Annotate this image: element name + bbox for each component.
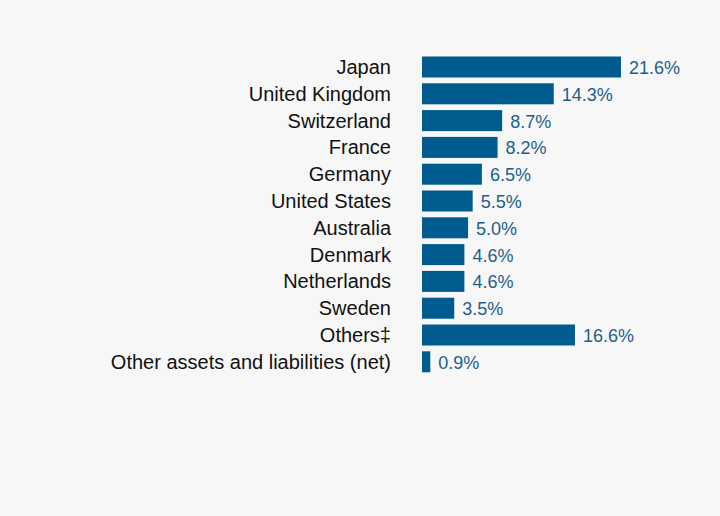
bars [422,57,621,373]
bar [422,164,482,185]
bar [422,244,464,265]
data-label: 8.2% [506,138,547,158]
data-label: 8.7% [510,112,551,132]
bar [422,137,498,158]
labels: Japan 21.6% United Kingdom 14.3% Switzerland… [111,56,680,373]
bar [422,271,464,292]
category-label: Australia [313,217,392,239]
bar [422,325,575,346]
bar [422,217,468,238]
bar [422,351,430,372]
category-label: Netherlands [283,270,391,292]
bar [422,57,621,78]
data-label: 6.5% [490,165,531,185]
data-label: 0.9% [438,353,479,373]
chart-svg: Japan 21.6% United Kingdom 14.3% Switzerland… [0,0,720,516]
bar [422,83,554,104]
category-label: Other assets and liabilities (net) [111,351,391,373]
chart-container: Japan 21.6% United Kingdom 14.3% Switzerland… [0,0,720,516]
category-label: Germany [309,163,391,185]
category-label: United Kingdom [249,83,391,105]
bar [422,298,454,319]
bar [422,191,473,212]
data-label: 4.6% [472,246,513,266]
category-label: France [329,136,391,158]
data-label: 21.6% [629,58,680,78]
category-label: Denmark [310,244,392,266]
category-label: Switzerland [288,110,391,132]
data-label: 4.6% [472,272,513,292]
category-label: Sweden [319,297,391,319]
category-label: United States [271,190,391,212]
data-label: 16.6% [583,326,634,346]
data-label: 14.3% [562,85,613,105]
category-label: Japan [337,56,392,78]
bar [422,110,502,131]
category-label: Others‡ [320,324,391,346]
background [0,0,720,516]
data-label: 3.5% [462,299,503,319]
data-label: 5.0% [476,219,517,239]
data-label: 5.5% [481,192,522,212]
